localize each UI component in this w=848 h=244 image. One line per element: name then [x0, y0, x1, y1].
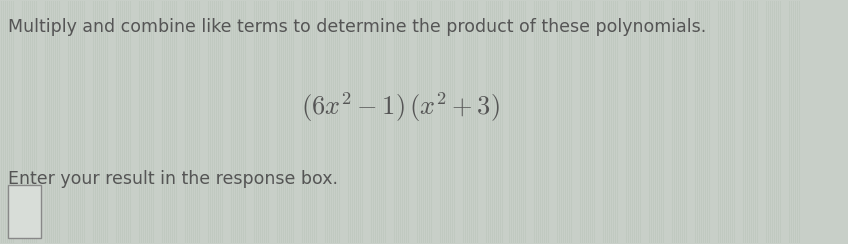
FancyBboxPatch shape — [8, 185, 42, 238]
Text: Multiply and combine like terms to determine the product of these polynomials.: Multiply and combine like terms to deter… — [8, 18, 706, 36]
Text: $(6x^2-1)\,(x^2+3)$: $(6x^2-1)\,(x^2+3)$ — [301, 91, 500, 124]
Text: Enter your result in the response box.: Enter your result in the response box. — [8, 170, 338, 188]
